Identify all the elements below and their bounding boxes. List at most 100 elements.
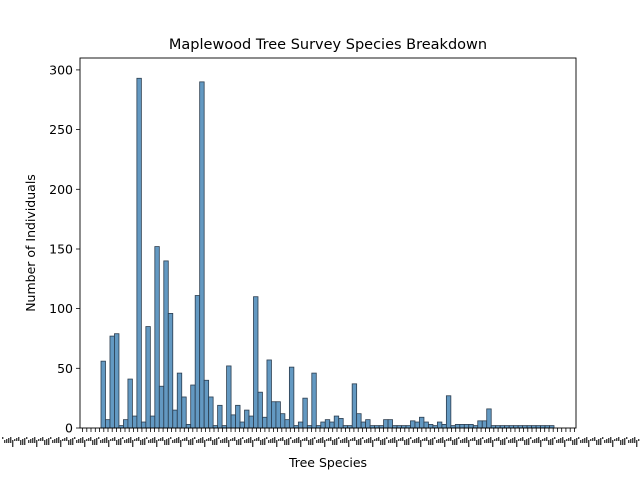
x-tick-label-smear: [56, 438, 58, 443]
bar: [239, 421, 245, 429]
x-tick-label-smear: [68, 440, 70, 445]
x-tick-label-smear: [608, 438, 610, 443]
x-tick-label-smear: [622, 439, 624, 445]
x-tick-label-smear: [86, 439, 88, 441]
x-tick-label-smear: [148, 440, 150, 443]
x-tick-label-smear: [66, 437, 68, 441]
x-tick-label-smear: [566, 439, 568, 441]
x-tick-label-smear: [150, 439, 152, 443]
x-tick-label-smear: [500, 440, 502, 445]
x-tick-label-smear: [286, 439, 288, 445]
x-tick-label-smear: [102, 439, 104, 443]
x-tick-label-smear: [300, 440, 302, 447]
x-tick-label-smear: [290, 437, 292, 439]
x-tick-label-smear: [46, 439, 48, 445]
bar: [428, 424, 434, 429]
x-tick-label-smear: [200, 438, 202, 443]
x-tick-label-smear: [350, 439, 352, 441]
x-tick-label-smear: [106, 437, 108, 443]
x-tick-label-smear: [390, 439, 392, 443]
x-tick-label-smear: [288, 438, 290, 445]
x-tick-label-smear: [222, 439, 224, 443]
x-tick-label-smear: [388, 440, 390, 443]
x-tick-label-smear: [630, 439, 632, 443]
x-tick-label-smear: [532, 440, 534, 443]
x-tick-label-smear: [152, 438, 154, 443]
x-tick-label-smear: [542, 439, 544, 441]
bar: [217, 404, 223, 429]
x-tick-label-smear: [452, 440, 454, 445]
bar: [154, 246, 160, 429]
bar: [131, 415, 138, 429]
bar: [127, 378, 133, 429]
x-tick-label-smear: [104, 438, 106, 443]
bar: [199, 81, 205, 429]
x-tick-label-smear: [252, 440, 254, 447]
x-tick-label-smear: [278, 439, 280, 441]
x-tick-label-smear: [546, 437, 548, 441]
x-tick-label-smear: [234, 437, 236, 441]
x-tick-label-smear: [254, 439, 256, 441]
x-tick-label-smear: [224, 438, 226, 443]
bar: [149, 415, 156, 429]
x-tick-label-smear: [420, 440, 422, 447]
x-tick-label-smear: [524, 440, 526, 445]
x-tick-label-smear: [164, 440, 166, 445]
x-tick-label-smear: [604, 440, 606, 443]
x-tick-label-smear: [348, 440, 350, 447]
bar: [297, 421, 304, 429]
x-tick-label-smear: [598, 439, 600, 445]
x-tick-label-smear: [626, 437, 628, 439]
x-tick-label-smear: [98, 437, 100, 439]
bar: [226, 365, 232, 429]
bar: [324, 419, 331, 429]
x-tick-label-smear: [398, 439, 400, 441]
x-tick-label-smear: [612, 440, 614, 447]
x-tick-label-smear: [132, 440, 134, 447]
x-tick-label-smear: [74, 437, 76, 439]
x-tick-label-smear: [466, 437, 468, 443]
x-tick-label-smear: [88, 438, 90, 441]
x-tick-label-smear: [354, 437, 356, 441]
bar: [302, 397, 308, 429]
x-tick-label-smear: [158, 439, 160, 441]
bar: [459, 424, 465, 429]
x-tick-label-smear: [506, 437, 508, 439]
x-tick-label-smear: [396, 440, 398, 447]
x-tick-label-smear: [302, 439, 304, 441]
x-tick-label-smear: [144, 438, 146, 445]
x-tick-label-smear: [216, 438, 218, 445]
x-tick-label-smear: [412, 440, 414, 443]
x-tick-label-smear: [184, 438, 186, 441]
x-tick-label-smear: [136, 438, 138, 441]
x-tick-label-smear: [154, 437, 156, 443]
bar: [167, 313, 174, 429]
x-tick-label-smear: [570, 437, 572, 441]
x-tick-label-smear: [108, 440, 110, 447]
bar: [454, 424, 461, 429]
bar: [271, 401, 277, 429]
x-tick-label-smear: [326, 439, 328, 441]
x-tick-label-smear: [20, 440, 22, 445]
x-tick-label-smear: [536, 438, 538, 443]
x-tick-label-smear: [248, 438, 250, 443]
x-tick-label-smear: [386, 437, 388, 439]
x-tick-label-smear: [634, 437, 636, 443]
x-tick-label-smear: [82, 437, 84, 443]
x-tick-label-smear: [472, 438, 474, 441]
x-tick-label-smear: [416, 438, 418, 443]
x-tick-label-smear: [370, 437, 372, 443]
x-tick-label-smear: [616, 438, 618, 441]
x-tick-label-smear: [198, 439, 200, 443]
x-tick-label-smear: [450, 437, 452, 441]
x-tick-label-smear: [44, 440, 46, 445]
x-tick-label-smear: [600, 438, 602, 445]
x-tick-label-smear: [394, 437, 396, 443]
x-tick-label-smear: [484, 440, 486, 443]
bar: [176, 372, 183, 429]
x-tick-label-smear: [432, 438, 434, 445]
x-tick-label-smear: [92, 440, 94, 445]
x-tick-label-smear: [550, 439, 552, 445]
